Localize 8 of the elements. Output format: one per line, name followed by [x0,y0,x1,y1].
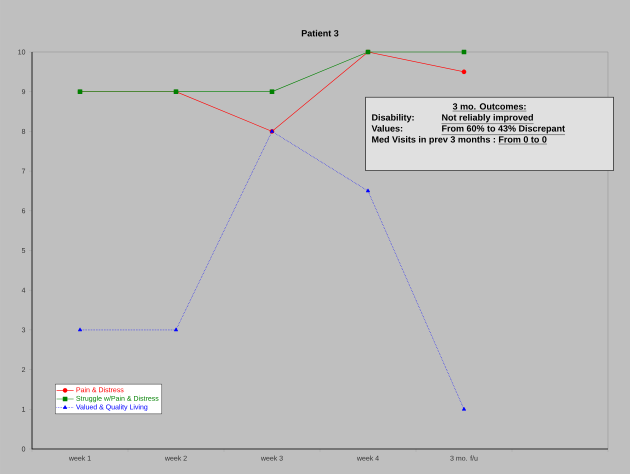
annotation: Not reliably improved [442,114,533,122]
annotation: From 60% to 43% Discrepant [442,125,565,134]
annotation: 3 mo. Outcomes: [452,103,526,110]
annotation: From 0 to 0 [498,136,547,143]
annotation: Med Visits in prev 3 months : [372,136,496,144]
annotation: Disability: [372,114,414,122]
chart-title: Patient 3 [302,30,338,36]
annotation: Values: [372,125,402,132]
